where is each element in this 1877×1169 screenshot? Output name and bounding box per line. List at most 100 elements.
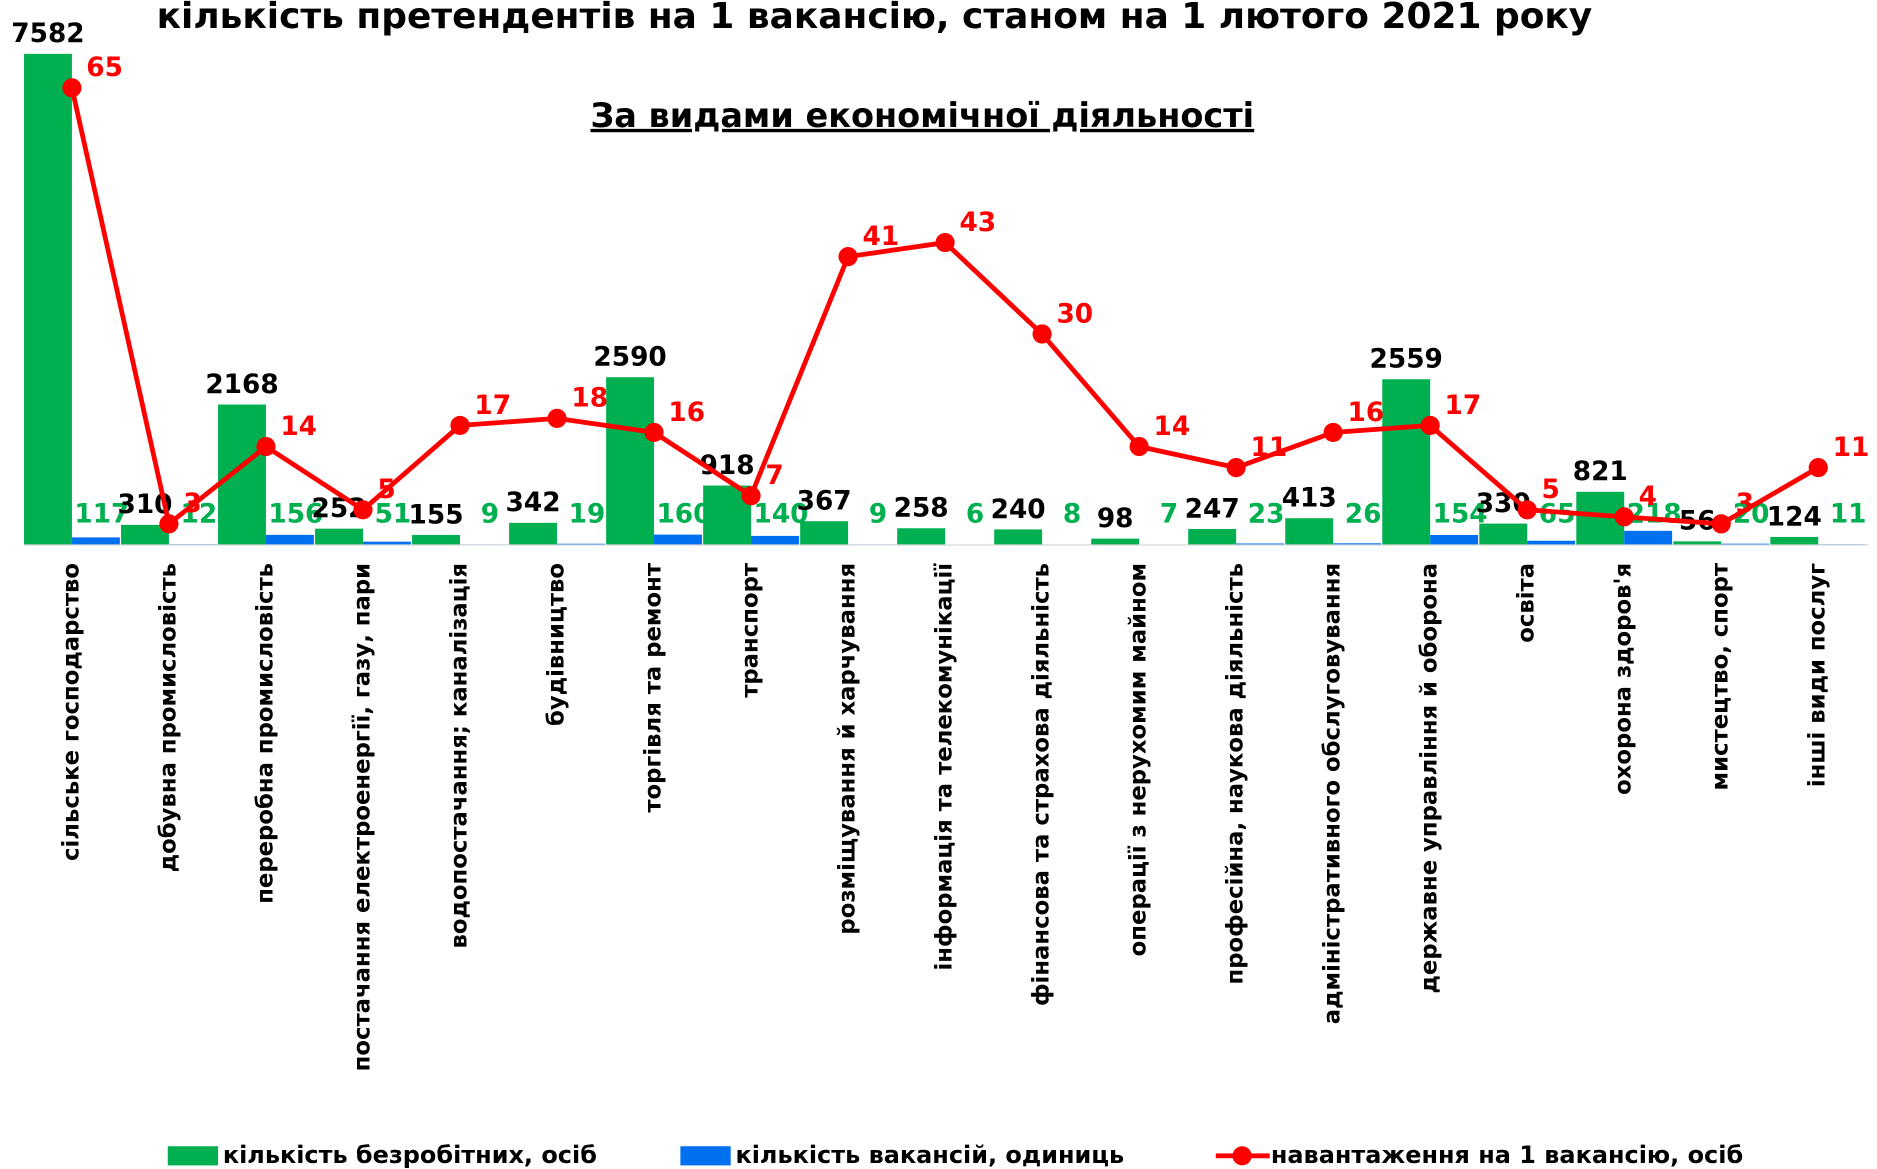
x-tick-label: інші види послуг xyxy=(1805,563,1831,787)
legend-label: кількість безробітних, осіб xyxy=(223,1141,597,1169)
data-label: 9 xyxy=(481,500,499,530)
data-label: 16 xyxy=(668,398,705,428)
data-label: 7582 xyxy=(11,19,84,49)
data-label: 3 xyxy=(1736,489,1754,519)
bar xyxy=(1527,540,1576,545)
bar xyxy=(751,535,799,545)
bar xyxy=(994,529,1043,545)
data-label: 5 xyxy=(377,475,395,505)
data-label: 98 xyxy=(1097,504,1134,534)
line-point xyxy=(547,408,567,428)
data-label: 155 xyxy=(409,500,464,530)
data-label: 140 xyxy=(753,500,808,530)
data-label: 19 xyxy=(569,500,606,530)
data-label: 156 xyxy=(268,500,323,530)
data-label: 14 xyxy=(280,412,317,442)
x-tick-label: професійна, наукова діяльність xyxy=(1223,563,1249,985)
bar xyxy=(121,524,169,545)
bar xyxy=(265,534,314,545)
legend-label: кількість вакансій, одиниць xyxy=(735,1141,1124,1169)
bar xyxy=(1285,518,1334,545)
bar xyxy=(1382,379,1431,545)
data-label: 26 xyxy=(1345,500,1382,530)
x-tick-label: добувна промисловість xyxy=(155,563,181,872)
x-tick-label: переробна промисловість xyxy=(252,563,278,904)
line-point xyxy=(838,247,858,267)
data-label: 16 xyxy=(1348,398,1385,428)
data-label: 11 xyxy=(1830,500,1867,530)
bar xyxy=(1188,528,1237,545)
line-point xyxy=(935,232,955,253)
data-label: 2559 xyxy=(1370,345,1443,375)
bar xyxy=(1236,543,1285,545)
data-label: 124 xyxy=(1767,502,1822,532)
data-label: 2590 xyxy=(593,343,666,373)
x-tick-label: сільське господарство xyxy=(58,563,84,861)
line-point xyxy=(1711,514,1731,534)
x-tick-label: постачання електроенергії, газу, пари xyxy=(349,563,375,1071)
line-point xyxy=(62,78,82,98)
x-tick-label: будівництво xyxy=(544,563,570,726)
x-tick-label: державне управління й оборона xyxy=(1417,563,1443,994)
line-point xyxy=(1517,500,1537,520)
data-label: 51 xyxy=(375,500,412,530)
data-label: 65 xyxy=(86,53,123,83)
bar xyxy=(1430,534,1479,545)
line-point xyxy=(256,436,276,457)
data-label: 218 xyxy=(1627,500,1682,530)
bar xyxy=(71,537,120,545)
data-label: 43 xyxy=(959,208,996,238)
line-point xyxy=(1614,507,1634,527)
bar xyxy=(1673,541,1722,545)
data-label: 117 xyxy=(74,500,129,530)
data-label: 17 xyxy=(1445,391,1482,421)
data-label: 240 xyxy=(991,495,1046,525)
data-label: 160 xyxy=(656,500,711,530)
data-label: 154 xyxy=(1433,500,1488,530)
bar xyxy=(218,404,266,545)
data-label: 17 xyxy=(474,391,511,421)
legend-marker xyxy=(1232,1146,1252,1166)
chart-subtitle: За видами економічної діяльності xyxy=(590,96,1254,135)
line-point xyxy=(1032,324,1052,344)
data-label: 7 xyxy=(765,461,783,491)
data-label: 2168 xyxy=(205,370,278,400)
x-tick-label: фінансова та страхова діяльність xyxy=(1029,563,1055,1006)
bar xyxy=(24,53,72,545)
data-label: 23 xyxy=(1248,500,1285,530)
data-label: 4 xyxy=(1639,482,1657,512)
bar xyxy=(800,521,849,545)
line-point xyxy=(644,422,664,443)
bar xyxy=(1479,523,1528,545)
bar xyxy=(1333,543,1382,545)
data-label: 367 xyxy=(797,487,852,517)
data-label: 11 xyxy=(1833,433,1870,463)
bar xyxy=(1721,543,1770,545)
x-tick-label: мистецтво, спорт xyxy=(1708,562,1734,790)
x-tick-label: інформація та телекомунікації xyxy=(932,563,958,971)
data-label: 7 xyxy=(1160,500,1178,530)
data-label: 5 xyxy=(1542,475,1560,505)
bar xyxy=(1770,536,1819,545)
line-point xyxy=(353,500,373,520)
x-tick-label: освіта xyxy=(1514,563,1540,643)
line-point xyxy=(1808,458,1828,478)
line-point xyxy=(1226,458,1246,478)
bar xyxy=(315,528,363,545)
x-tick-label: операції з нерухомим майном xyxy=(1126,563,1152,956)
line-point xyxy=(159,514,179,534)
data-label: 3 xyxy=(183,489,201,519)
x-tick-label: водопостачання; каналізація xyxy=(447,563,473,949)
bar xyxy=(509,522,558,545)
x-tick-label: розміщування й харчування xyxy=(835,563,861,935)
data-label: 18 xyxy=(571,384,608,414)
line-point xyxy=(1323,422,1343,443)
legend-swatch xyxy=(167,1146,219,1166)
bar xyxy=(362,541,411,545)
x-tick-label: торгівля та ремонт xyxy=(641,562,667,812)
bar xyxy=(557,543,605,545)
bar xyxy=(412,534,461,545)
data-label: 14 xyxy=(1153,412,1190,442)
line-point xyxy=(450,415,470,436)
